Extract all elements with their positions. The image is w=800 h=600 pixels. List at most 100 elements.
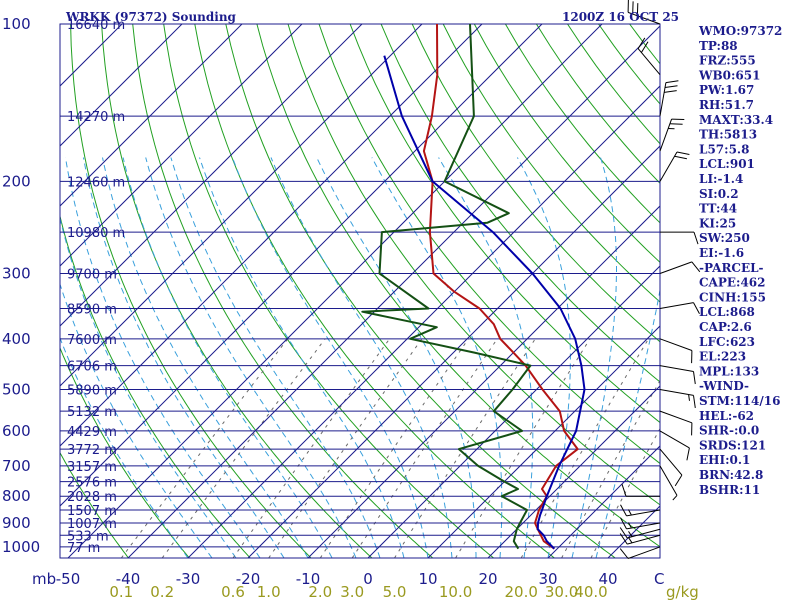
sounding-index: TH:5813 [699,128,757,142]
height-label: 5132 m [67,405,117,420]
isotherm [67,24,603,558]
wind-barb-feather [693,371,696,385]
wind-barb-staff [659,410,693,424]
wind-barb-staff [637,48,661,75]
wind-barb-feather [693,395,696,408]
isotherm [127,25,660,558]
wind-barb-staff [626,522,661,530]
moist-adiabat [316,157,477,558]
mixing-ratio-line [520,338,649,558]
sounding-index: LCL:901 [699,157,755,171]
mixing-ratio-line [268,338,423,558]
sounding-index: WMO:97372 [698,24,782,38]
wind-barb-staff [627,11,661,25]
wind-barb-staff [626,509,661,517]
moist-adiabat [60,336,189,558]
isotherm [307,205,660,558]
dry-adiabat [442,24,660,303]
temperature-tick-label: 20 [478,570,497,588]
dewpoint-line [361,23,532,550]
height-label: 12460 m [67,175,125,190]
wind-barb-feather [664,85,678,88]
pressure-tick-label: 400 [2,330,31,348]
pressure-tick-label: 800 [2,487,31,505]
height-label: 77 m [67,541,100,556]
wind-barb-staff [659,338,693,351]
wind-barb [659,465,678,501]
wind-barb-staff [659,261,693,274]
wind-barb-feather [674,155,687,160]
sounding-index: MAXT:33.4 [699,113,773,127]
temperature-unit-label: C [654,570,664,588]
sounding-index: SHR-:0.0 [699,424,759,438]
mixing-ratio-label: 0.2 [150,583,174,600]
wind-barb [659,151,690,182]
wind-barb-half-feather [627,522,632,529]
height-label: 6706 m [67,360,117,375]
mixing-ratio-label: 10.0 [439,583,472,600]
sounding-index: PW:1.67 [699,83,754,97]
wind-barb [659,365,696,385]
wind-barb [637,37,661,75]
wind-barb [659,118,685,152]
wind-barb [620,504,661,517]
wind-barb-half-feather [628,537,633,544]
sounding-index: SI:0.2 [699,187,739,201]
height-label: 14270 m [67,110,125,125]
wind-barb-half-feather [688,394,690,401]
wind-barb-feather [620,517,627,530]
mixing-ratio-line [120,338,289,558]
height-label: 3772 m [67,443,117,458]
height-label: 1507 m [67,504,117,519]
sounding-index: RH:51.7 [699,98,754,112]
moist-adiabat [60,282,213,558]
temperature-tick-label: -40 [116,570,141,588]
pressure-tick-label: 200 [2,172,31,190]
mixing-ratio-label: 2.0 [308,583,332,600]
dry-adiabat [225,24,616,558]
dry-adiabat [318,24,660,465]
isotherm [60,24,423,387]
wind-barb-staff [659,389,694,396]
mixing-ratio-label: 0.1 [109,583,133,600]
sounding-index: -PARCEL- [699,261,764,275]
sounding-index: CAPE:462 [699,276,766,290]
wind-barb [627,0,661,25]
moist-adiabat [65,157,261,558]
wind-barb-feather [619,533,628,545]
wind-barb [621,484,661,497]
wind-barb-staff [627,528,661,539]
sounding-index: L57:5.8 [699,142,749,156]
mixing-ratio-label: 20.0 [504,583,537,600]
mixing-ratio-label: 3.0 [340,583,364,600]
height-label: 1007 m [67,517,117,532]
temperature-tick-label: 30 [538,570,557,588]
wind-barb-feather [693,231,699,245]
dry-adiabat [194,24,555,558]
moist-adiabat [571,157,617,558]
moist-adiabat [122,157,333,558]
wind-barb [659,448,683,487]
wind-barb-staff [627,546,661,559]
moist-adiabat [199,157,405,558]
wind-barb-feather [674,474,683,487]
dry-adiabat [60,346,190,558]
pressure-unit-label: mb [32,570,56,588]
wind-barb-feather [619,527,628,539]
sounding-index: SW:250 [699,231,750,245]
height-label: 16640 m [67,18,125,33]
wind-barb-feather [676,151,690,155]
moist-adiabat [270,157,453,558]
wind-barb-staff [659,82,667,117]
temperature-tick-label: -20 [236,570,261,588]
mixing-ratio-line [161,338,326,558]
dry-adiabat [473,24,660,264]
wind-barb-feather [619,548,629,559]
temperature-tick-label: -30 [176,570,201,588]
wind-barb [619,527,661,539]
sounding-index: STM:114/16 [699,394,780,408]
mixing-ratio-unit-label: g/kg [666,583,699,600]
moist-adiabat [145,157,357,558]
dry-adiabat [101,24,373,558]
